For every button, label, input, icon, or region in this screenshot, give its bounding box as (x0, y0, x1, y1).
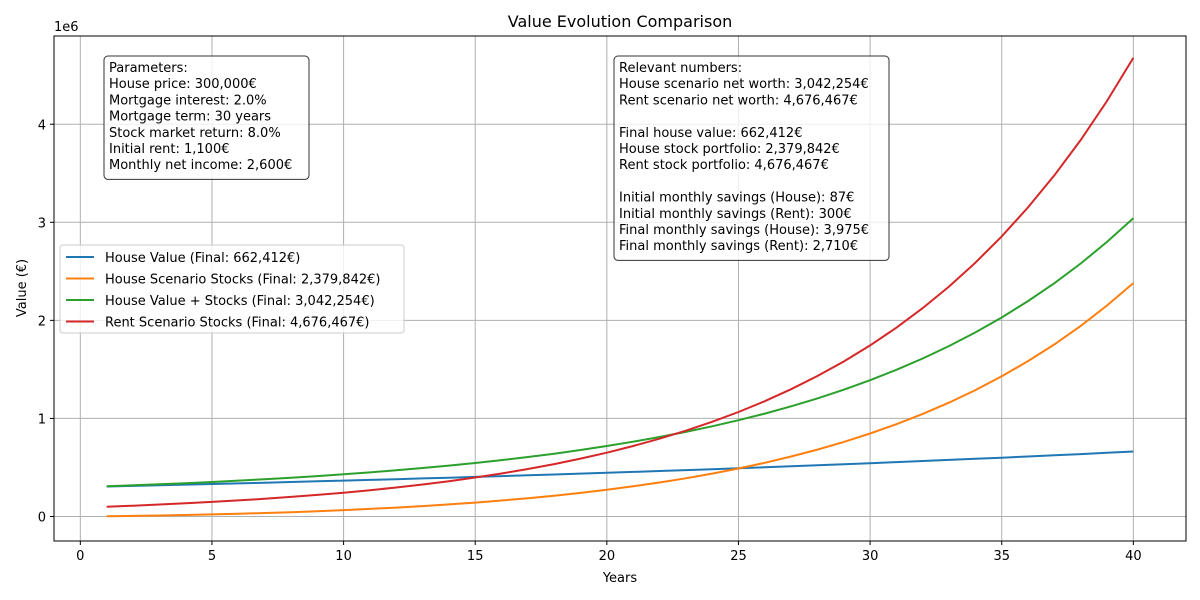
annotation-line: Initial monthly savings (Rent): 300€ (619, 207, 852, 222)
y-tick-label: 2 (38, 314, 46, 329)
annotation-line: Monthly net income: 2,600€ (109, 158, 292, 173)
y-tick-label: 0 (38, 510, 46, 525)
x-tick-label: 20 (599, 549, 616, 564)
annotation-line: Final house value: 662,412€ (619, 126, 802, 141)
y-axis-scale-label: 1e6 (54, 20, 79, 35)
x-tick-label: 0 (76, 549, 84, 564)
annotation-line: Initial monthly savings (House): 87€ (619, 191, 854, 206)
annotation-line: Final monthly savings (Rent): 2,710€ (619, 239, 858, 254)
x-tick-label: 5 (208, 549, 216, 564)
y-tick-label: 4 (38, 118, 46, 133)
annotation-line: Stock market return: 8.0% (109, 126, 281, 141)
annotation-line: Rent scenario net worth: 4,676,467€ (619, 93, 858, 108)
annotation-boxes: Parameters:House price: 300,000€Mortgage… (103, 55, 890, 261)
annotation-line: House price: 300,000€ (109, 77, 257, 92)
x-tick-label: 30 (862, 549, 879, 564)
legend-box (59, 244, 405, 334)
annotation-box-relevant-numbers (613, 55, 890, 261)
annotation-line: House stock portfolio: 2,379,842€ (619, 142, 840, 157)
annotation-line: Mortgage interest: 2.0% (109, 93, 267, 108)
legend-label-4: Rent Scenario Stocks (Final: 4,676,467€) (105, 316, 370, 331)
y-axis: 0 1 2 3 4 (38, 118, 54, 525)
annotation-line: Relevant numbers: (619, 61, 742, 76)
legend-label-2: House Scenario Stocks (Final: 2,379,842€… (105, 273, 380, 288)
annotation-line: House scenario net worth: 3,042,254€ (619, 77, 869, 92)
y-axis-label: Value (€) (15, 259, 30, 317)
y-tick-label: 1 (38, 412, 46, 427)
chart-title: Value Evolution Comparison (508, 12, 733, 31)
annotation-box-parameters (103, 55, 310, 180)
series-line-1 (106, 450, 1134, 488)
x-tick-label: 40 (1125, 549, 1142, 564)
annotation-line: Rent stock portfolio: 4,676,467€ (619, 158, 829, 173)
x-axis: 0 5 10 15 20 25 30 35 40 (76, 541, 1142, 564)
x-tick-label: 15 (467, 549, 484, 564)
x-axis-label: Years (602, 571, 638, 586)
legend-label-1: House Value (Final: 662,412€) (105, 251, 300, 266)
series-line-4 (106, 57, 1135, 508)
series-line-3 (106, 217, 1134, 488)
series-lines (106, 57, 1135, 518)
annotation-line: Mortgage term: 30 years (109, 110, 271, 125)
y-tick-label: 3 (38, 216, 46, 231)
x-tick-label: 35 (993, 549, 1010, 564)
legend: House Value (Final: 662,412€) House Scena… (59, 244, 405, 334)
annotation-line: Parameters: (109, 61, 188, 76)
series-line-2 (106, 282, 1134, 518)
x-tick-label: 25 (730, 549, 747, 564)
annotation-line: Final monthly savings (House): 3,975€ (619, 223, 869, 238)
x-tick-label: 10 (335, 549, 352, 564)
legend-label-3: House Value + Stocks (Final: 3,042,254€) (105, 294, 375, 309)
plot-frame (53, 35, 1187, 542)
annotation-line: Initial rent: 1,100€ (109, 142, 230, 157)
